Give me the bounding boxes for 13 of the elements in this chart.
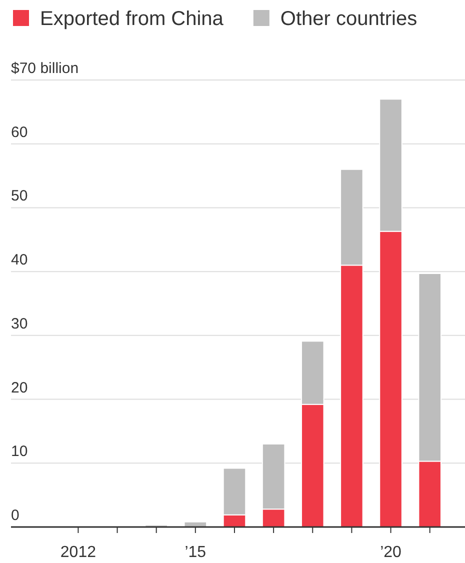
x-tick-label: ’20 [380, 544, 402, 561]
legend-label: Exported from China [40, 8, 224, 30]
y-tick-label: 60 [11, 124, 28, 141]
y-tick-label: 20 [11, 379, 28, 396]
x-tick-label: 2012 [60, 544, 96, 561]
y-tick-label: 0 [11, 507, 20, 524]
x-tick-label: ’15 [184, 544, 206, 561]
legend-label: Other countries [280, 8, 418, 30]
y-tick-label: $70 billion [11, 60, 79, 77]
y-tick-label: 40 [11, 252, 28, 269]
y-tick-label: 30 [11, 315, 28, 332]
y-tick-label: 50 [11, 188, 28, 205]
y-tick-label: 10 [11, 443, 28, 460]
